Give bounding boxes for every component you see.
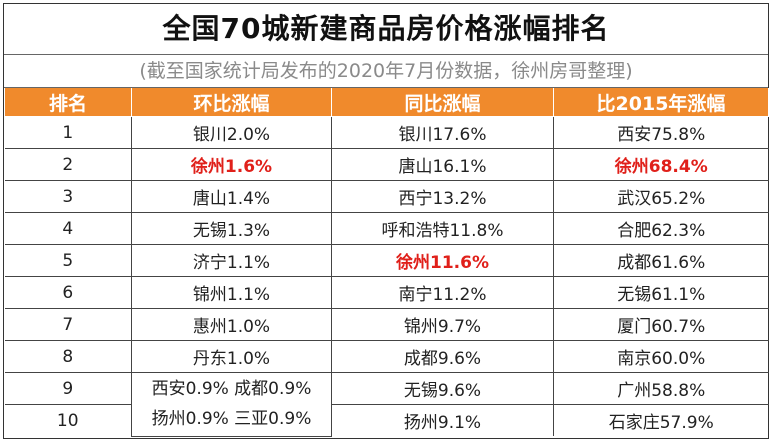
table-row: 3 唐山1.4% 西宁13.2% 武汉65.2% (4, 180, 769, 213)
table-row: 7 惠州1.0% 锦州9.7% 厦门60.7% (4, 308, 769, 341)
header-rank: 排名 (4, 88, 132, 117)
vs2015-cell: 南京60.0% (553, 340, 769, 373)
rank-cell: 5 (4, 244, 132, 277)
mom-cell: 丹东1.0% (131, 340, 332, 373)
table-row: 1 银川2.0% 银川17.6% 西安75.8% (4, 116, 769, 149)
vs2015-cell: 无锡61.1% (553, 276, 769, 309)
mom-merged-cell: 西安0.9% 成都0.9% 扬州0.9% 三亚0.9% (131, 372, 332, 437)
mom-cell: 无锡1.3% (131, 212, 332, 245)
yoy-cell-highlight: 徐州11.6% (331, 244, 554, 277)
yoy-cell: 扬州9.1% (331, 404, 554, 436)
page-title: 全国70城新建商品房价格涨幅排名 (4, 4, 768, 55)
mom-merged-line-1: 西安0.9% 成都0.9% (151, 379, 312, 400)
yoy-cell: 无锡9.6% (331, 372, 554, 405)
table-row: 5 济宁1.1% 徐州11.6% 成都61.6% (4, 244, 769, 277)
table-row: 4 无锡1.3% 呼和浩特11.8% 合肥62.3% (4, 212, 769, 245)
rank-cell: 3 (4, 180, 132, 213)
table-row: 9 西安0.9% 成都0.9% 扬州0.9% 三亚0.9% 无锡9.6% 广州5… (4, 372, 769, 437)
rank-cell: 4 (4, 212, 132, 245)
vs2015-cell-highlight: 徐州68.4% (553, 148, 769, 181)
vs2015-cell: 西安75.8% (553, 116, 769, 149)
yoy-cell: 西宁13.2% (331, 180, 554, 213)
yoy-cell: 唐山16.1% (331, 148, 554, 181)
vs2015-cell: 武汉65.2% (553, 180, 769, 213)
yoy-cell: 成都9.6% (331, 340, 554, 373)
page-subtitle: (截至国家统计局发布的2020年7月份数据，徐州房哥整理) (4, 55, 768, 88)
mom-cell: 惠州1.0% (131, 308, 332, 341)
vs2015-cell: 成都61.6% (553, 244, 769, 277)
rank-cell: 8 (4, 340, 132, 373)
mom-cell: 银川2.0% (131, 116, 332, 149)
yoy-cell: 锦州9.7% (331, 308, 554, 341)
yoy-cell: 银川17.6% (331, 116, 554, 149)
vs2015-cell: 广州58.8% (553, 372, 769, 405)
table-row: 6 锦州1.1% 南宁11.2% 无锡61.1% (4, 276, 769, 309)
rank-cell: 9 (4, 372, 132, 405)
ranking-table: 排名 环比涨幅 同比涨幅 比2015年涨幅 1 银川2.0% 银川17.6% 西… (4, 88, 769, 437)
rank-cell: 2 (4, 148, 132, 181)
yoy-cell: 南宁11.2% (331, 276, 554, 309)
vs2015-cell: 合肥62.3% (553, 212, 769, 245)
mom-cell: 济宁1.1% (131, 244, 332, 277)
vs2015-cell: 石家庄57.9% (553, 404, 769, 436)
ranking-table-card: 全国70城新建商品房价格涨幅排名 (截至国家统计局发布的2020年7月份数据，徐… (3, 3, 769, 439)
mom-cell: 锦州1.1% (131, 276, 332, 309)
header-mom: 环比涨幅 (131, 88, 332, 117)
table-row: 10 扬州9.1% 石家庄57.9% (4, 404, 769, 436)
mom-merged-line-2: 扬州0.9% 三亚0.9% (151, 409, 312, 430)
rank-cell: 1 (4, 116, 132, 149)
mom-cell-highlight: 徐州1.6% (131, 148, 332, 181)
rank-cell: 10 (4, 404, 132, 436)
table-row: 8 丹东1.0% 成都9.6% 南京60.0% (4, 340, 769, 373)
table-row: 2 徐州1.6% 唐山16.1% 徐州68.4% (4, 148, 769, 181)
rank-cell: 6 (4, 276, 132, 309)
vs2015-cell: 厦门60.7% (553, 308, 769, 341)
rank-cell: 7 (4, 308, 132, 341)
header-yoy: 同比涨幅 (331, 88, 554, 117)
table-header-row: 排名 环比涨幅 同比涨幅 比2015年涨幅 (4, 88, 769, 117)
header-vs2015: 比2015年涨幅 (553, 88, 769, 117)
yoy-cell: 呼和浩特11.8% (331, 212, 554, 245)
mom-cell: 唐山1.4% (131, 180, 332, 213)
